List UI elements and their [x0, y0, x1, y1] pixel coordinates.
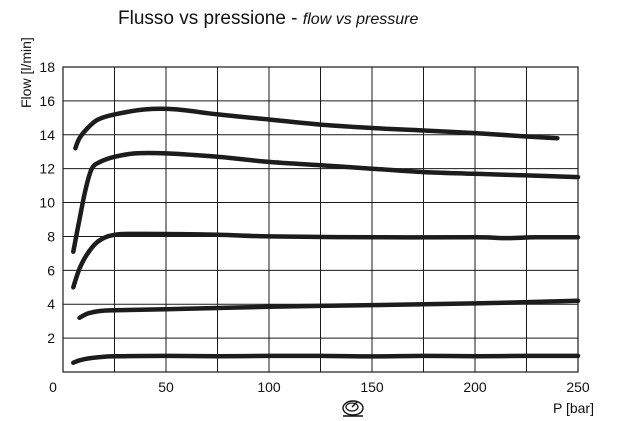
data-series: [71, 106, 581, 365]
series-line-3: [71, 231, 581, 290]
y-tick-label: 14: [39, 127, 55, 143]
pressure-gauge-icon: [342, 400, 364, 417]
x-axis-label: P [bar]: [553, 400, 594, 416]
x-tick-label: 100: [257, 379, 281, 395]
chart-title-italic: flow vs pressure: [303, 11, 419, 28]
y-axis-label: Flow [l/min]: [18, 37, 34, 108]
y-tick-label: 6: [47, 262, 55, 278]
chart-title: Flusso vs pressione - flow vs pressure: [118, 8, 418, 29]
x-tick-label: 200: [463, 379, 487, 395]
y-tick-label: 4: [47, 296, 55, 312]
y-tick-label: 10: [39, 195, 55, 211]
y-tick-label: 16: [39, 93, 55, 109]
gridlines: [62, 66, 579, 373]
x-tick-label: 150: [360, 379, 384, 395]
tick-labels: 2 4 6 8 10 12 14 16 18 0 50 100 150 200 250: [39, 59, 589, 395]
y-tick-label: 2: [47, 330, 55, 346]
plot-frame: [62, 66, 579, 373]
series-line-1: [73, 106, 560, 151]
y-tick-label: 18: [39, 59, 55, 75]
y-tick-label: 12: [39, 161, 55, 177]
x-tick-label: 0: [49, 379, 57, 395]
x-tick-label: 50: [158, 379, 174, 395]
series-line-2: [71, 150, 581, 254]
x-tick-label: 250: [566, 379, 590, 395]
series-line-5: [71, 353, 581, 365]
series-line-4: [77, 298, 581, 321]
y-tick-label: 8: [47, 228, 55, 244]
